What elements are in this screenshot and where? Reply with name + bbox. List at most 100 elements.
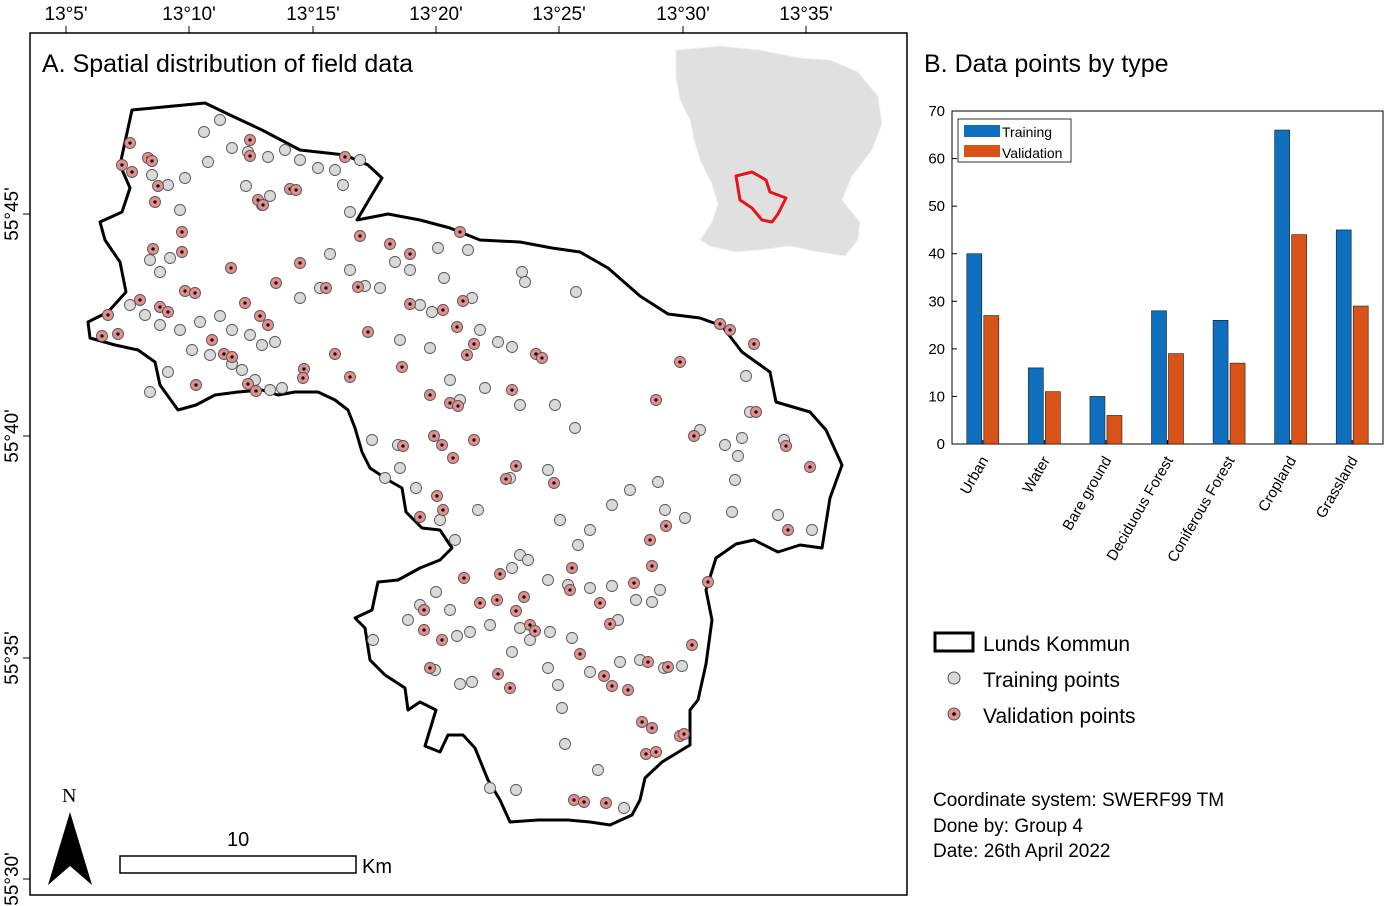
training-point [474,324,486,336]
validation-point [461,349,473,361]
chart-panel: B. Data points by type 0 10 20 30 40 50 60 70 U… [924,50,1384,565]
training-point [424,342,436,354]
training-point [179,172,191,184]
training-point [146,169,158,181]
training-point [204,349,216,361]
scale-bar-unit: Km [362,856,392,878]
validation-point-dot [626,688,630,692]
validation-point [628,577,640,589]
x-tick-label: Bare ground [1059,454,1115,534]
training-point [552,679,564,691]
validation-point [418,624,430,636]
validation-point [494,568,506,580]
training-point [144,254,156,266]
latitude-tick-label: 55°40' [2,409,23,463]
validation-point [134,294,146,306]
training-point [394,334,406,346]
validation-point-dot [343,155,347,159]
longitude-tick-label: 13°15' [286,4,340,25]
training-point [389,256,401,268]
chart-axes-box [951,110,1384,445]
training-point [404,264,416,276]
validation-point-dot [400,365,404,369]
training-point [337,179,349,191]
validation-point-dot [428,393,432,397]
chart-y-axis: 0 10 20 30 40 50 60 70 [928,103,957,453]
training-point [454,678,466,690]
validation-point-dot [456,404,460,408]
training-point [162,179,174,191]
validation-point-dot [261,203,265,207]
validation-point-dot [508,686,512,690]
training-point [367,634,379,646]
bar-validation-coniferous-forest [1229,362,1246,445]
validation-point-dot [706,580,710,584]
validation-point [510,605,522,617]
validation-point [598,670,610,682]
validation-point-dot [243,301,247,305]
validation-point [404,298,416,310]
map-title: A. Spatial distribution of field data [42,50,413,78]
validation-point [500,473,512,485]
validation-point-dot [498,572,502,576]
validation-point [290,184,302,196]
training-point [646,596,658,608]
training-point [226,142,238,154]
bar-training-coniferous-forest [1212,320,1229,445]
validation-point-dot [356,285,360,289]
y-tick-label: 60 [928,151,945,168]
validation-point-dot [432,434,436,438]
validation-point [780,440,792,452]
training-point [524,634,536,646]
training-point [729,474,741,486]
validation-point [329,348,341,360]
training-point [294,154,306,166]
training-point [194,316,206,328]
validation-point [250,385,262,397]
training-point [492,336,504,348]
scale-bar-value: 10 [227,829,249,851]
validation-point-dot [348,375,352,379]
latitude-ticks: 55°45' 55°40' 55°35' 55°30' [2,187,30,906]
training-point [366,434,378,446]
validation-point-dot [692,434,696,438]
training-point [624,484,636,496]
training-point [344,206,356,218]
validation-point [437,504,449,516]
validation-point-dot [100,334,104,338]
validation-point [362,326,374,338]
y-tick-label: 70 [928,103,945,120]
validation-point-dot [324,286,328,290]
training-point [402,614,414,626]
map-credits: Coordinate system: SWERF99 TM Done by: G… [933,790,1224,862]
training-point [740,370,752,382]
bar-training-urban [966,253,983,445]
validation-point-dot [138,298,142,302]
north-arrow-left-half [48,812,70,885]
validation-point-dot [248,138,252,142]
validation-point-dot [654,398,658,402]
validation-point-dot [578,652,582,656]
validation-point [529,625,541,637]
latitude-tick-label: 55°30' [2,852,23,906]
validation-point-dot [302,367,306,371]
validation-point-dot [534,352,538,356]
validation-point-dot [582,800,586,804]
validation-point [452,400,464,412]
bar-training-deciduous-forest [1151,310,1167,445]
validation-point-dot [440,443,444,447]
x-tick-label: Grassland [1313,454,1362,522]
validation-point [492,668,504,680]
credit-coordinate-system: Coordinate system: SWERF99 TM [933,790,1224,811]
validation-point [750,406,762,418]
validation-point [518,591,530,603]
validation-point-dot [258,314,262,318]
training-point [438,272,450,284]
training-point [312,162,324,174]
training-point [276,382,288,394]
legend-swatch-training [964,125,1000,137]
validation-point-dot [752,342,756,346]
training-point [736,432,748,444]
training-point [659,504,671,516]
training-point [262,151,274,163]
